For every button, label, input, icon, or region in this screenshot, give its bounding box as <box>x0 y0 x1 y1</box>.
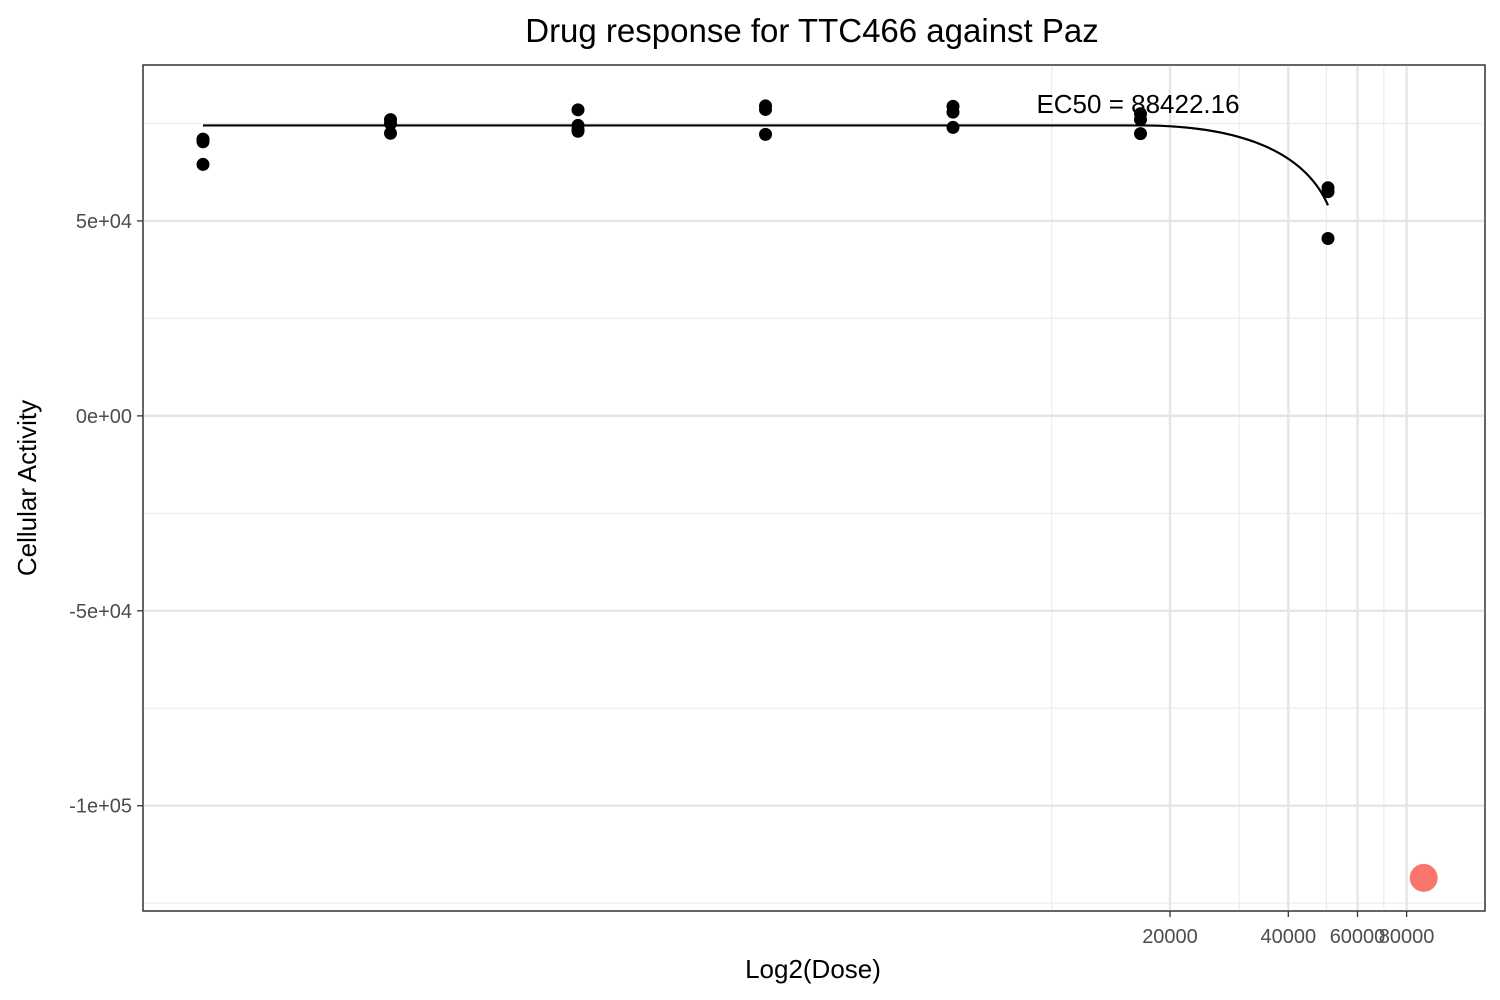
data-point <box>384 116 397 130</box>
x-tick-label: 80000 <box>1379 926 1435 948</box>
axis-layer: 5e+04 0e+00 -5e+04 -1e+05 20000 40000 60000800… <box>69 211 1434 948</box>
data-point <box>1134 113 1147 127</box>
data-point <box>759 127 772 141</box>
x-axis-title: Log2(Dose) <box>745 954 881 984</box>
y-tick-label: -5e+04 <box>69 601 132 623</box>
data-point <box>384 126 397 140</box>
grid-layer <box>143 65 1485 911</box>
y-tick-label: 5e+04 <box>76 211 132 233</box>
ec50-marker <box>1409 863 1438 892</box>
y-axis-title: Cellular Activity <box>12 400 42 576</box>
x-tick-label: 40000 <box>1260 926 1316 948</box>
marks-layer <box>196 99 1438 892</box>
data-point <box>1134 127 1147 141</box>
x-tick-label: 20000 <box>1142 926 1198 948</box>
ec50-annotation: EC50 = 88422.16 <box>1036 89 1239 119</box>
plot-panel <box>142 64 1486 912</box>
plot-panel-border <box>142 64 1486 912</box>
data-point <box>571 124 585 138</box>
chart-title: Drug response for TTC466 against Paz <box>525 12 1099 49</box>
data-point <box>759 102 772 116</box>
data-point <box>1321 231 1335 245</box>
data-point <box>571 103 585 117</box>
data-point <box>1321 185 1335 199</box>
data-point <box>946 105 960 119</box>
data-point <box>196 157 210 171</box>
y-tick-label: 0e+00 <box>76 406 132 428</box>
fitted-curve <box>203 124 1330 206</box>
y-tick-label: -1e+05 <box>69 796 132 818</box>
x-tick-label: 60000 <box>1330 926 1386 948</box>
data-point <box>946 120 960 134</box>
data-point <box>196 135 210 149</box>
